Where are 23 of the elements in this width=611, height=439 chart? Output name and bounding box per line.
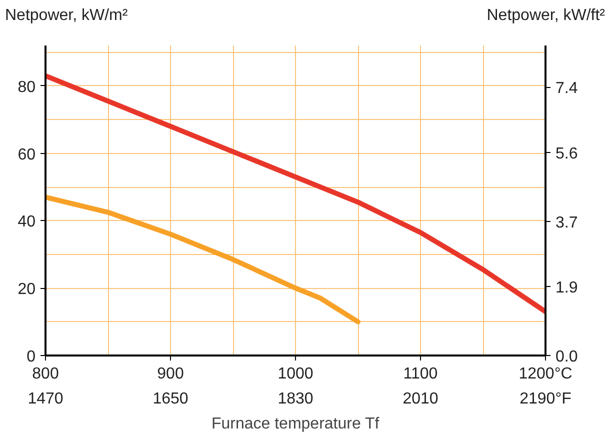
x-tick-label: 1200°C xyxy=(518,366,572,382)
x2-tick-label: 2010 xyxy=(402,390,438,408)
x-tick-label: 1100 xyxy=(403,366,438,382)
y-tick-label: 80 xyxy=(18,78,36,96)
y2-tick-label: 3.7 xyxy=(556,214,578,232)
y-tick-label: 20 xyxy=(18,281,36,298)
y-axis-title: Netpower, kW/m² xyxy=(5,6,128,26)
x-tick-label: 800 xyxy=(32,366,59,382)
y2-axis-title: Netpower, kW/ft² xyxy=(486,6,605,26)
x2-tick-label: 2190°F xyxy=(520,390,572,408)
x-tick-label: 1000 xyxy=(278,366,314,382)
y2-tick-label: 0.0 xyxy=(556,348,578,366)
y2-tick-label: 5.6 xyxy=(556,145,578,162)
x2-tick-label: 1470 xyxy=(28,390,64,408)
y2-tick-label: 7.4 xyxy=(556,80,578,98)
y2-tick-label: 1.9 xyxy=(556,280,578,297)
y-tick-label: 0 xyxy=(26,348,36,366)
x2-tick-label: 1650 xyxy=(152,390,188,408)
y-tick-label: 40 xyxy=(18,214,36,231)
x2-tick-label: 1830 xyxy=(278,390,314,408)
y-tick-label: 60 xyxy=(18,146,36,164)
x-axis-title: Furnace temperature Tf xyxy=(211,416,380,432)
x-tick-label: 900 xyxy=(157,366,184,382)
